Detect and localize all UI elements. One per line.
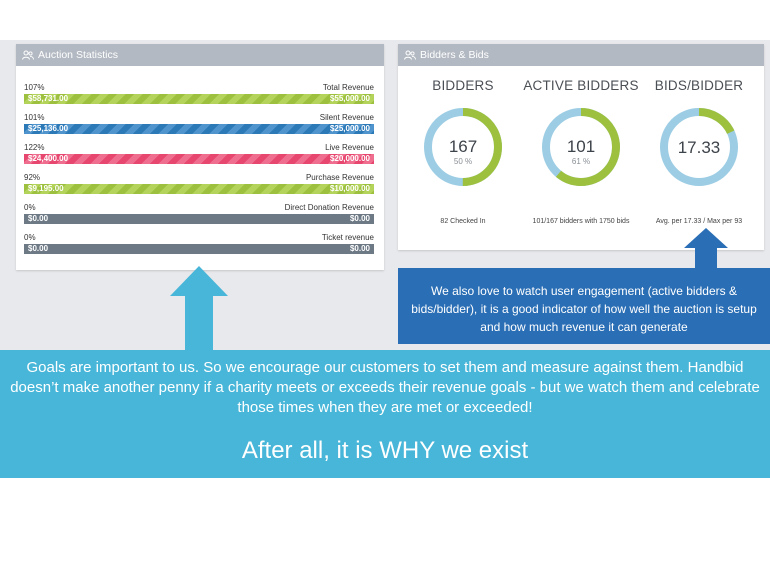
bidders-bids-header: Bidders & Bids (398, 44, 764, 66)
revenue-row-ticket: 0% Ticket revenue $0.00 $0.00 (24, 232, 374, 258)
metric-active-bidders: ACTIVE BIDDERS 101 61 % 101/167 bidders … (520, 66, 642, 250)
metric-footer: 82 Checked In (440, 218, 486, 225)
metric-value: 17.33 (678, 138, 721, 157)
donut-fill (424, 108, 502, 186)
revenue-progress-bar: $0.00 $0.00 (24, 244, 374, 254)
metric-footer: 101/167 bidders with 1750 bids (532, 218, 630, 225)
revenue-percent: 0% (24, 203, 36, 212)
revenue-percent: 107% (24, 83, 45, 92)
arrow-up-icon (170, 266, 228, 352)
goals-tagline: After all, it is WHY we exist (241, 437, 529, 464)
engagement-callout: We also love to watch user engagement (a… (398, 268, 770, 344)
revenue-label: Total Revenue (322, 83, 374, 92)
revenue-label: Silent Revenue (319, 113, 374, 122)
metric-title: BIDS/BIDDER (654, 78, 744, 93)
revenue-goal: $10,000.00 (329, 184, 370, 193)
revenue-progress-bar: $24,400.00 $20,000.00 (24, 154, 374, 164)
panel-title: Auction Statistics (38, 49, 118, 61)
donut-fill (542, 108, 620, 186)
metric-title: BIDDERS (432, 78, 494, 93)
revenue-goal: $55,000.00 (329, 94, 370, 103)
revenue-row-total: 107% Total Revenue $58,731.00 $55,000.00 (24, 82, 374, 108)
revenue-percent: 122% (24, 143, 45, 152)
revenue-label: Ticket revenue (321, 233, 374, 242)
metric-value: 167 (449, 137, 477, 156)
revenue-row-purchase: 92% Purchase Revenue $9,195.00 $10,000.00 (24, 172, 374, 198)
revenue-progress-bar: $9,195.00 $10,000.00 (24, 184, 374, 194)
goals-text: Goals are important to us. So we encoura… (10, 359, 760, 416)
metric-bidders: BIDDERS 167 50 % 82 Checked In (402, 66, 524, 250)
metric-percent: 61 % (572, 157, 590, 166)
active-bidders-donut: 101 61 % (542, 108, 620, 186)
revenue-percent: 101% (24, 113, 45, 122)
revenue-label: Direct Donation Revenue (284, 203, 374, 212)
revenue-row-live: 122% Live Revenue $24,400.00 $20,000.00 (24, 142, 374, 168)
metric-value: 101 (567, 137, 595, 156)
revenue-goal: $20,000.00 (329, 154, 370, 163)
revenue-row-donation: 0% Direct Donation Revenue $0.00 $0.00 (24, 202, 374, 228)
revenue-progress-bar: $0.00 $0.00 (24, 214, 374, 224)
metric-footer: Avg. per 17.33 / Max per 93 (655, 218, 743, 225)
revenue-raised: $0.00 (28, 244, 49, 253)
metric-bids-per-bidder: BIDS/BIDDER 17.33 Avg. per 17.33 / Max p… (638, 66, 760, 250)
revenue-raised: $9,195.00 (28, 184, 64, 193)
engagement-callout-text: We also love to watch user engagement (a… (411, 284, 757, 334)
revenue-percent: 92% (24, 173, 41, 182)
auction-statistics-panel: Auction Statistics 107% Total Revenue $58… (16, 44, 384, 270)
revenue-raised: $25,136.00 (28, 124, 69, 133)
panel-title: Bidders & Bids (420, 49, 489, 61)
revenue-raised: $58,731.00 (28, 94, 69, 103)
revenue-label: Purchase Revenue (305, 173, 374, 182)
revenue-row-silent: 101% Silent Revenue $25,136.00 $25,000.00 (24, 112, 374, 138)
bidders-bids-panel: Bidders & Bids BIDDERS 167 50 % 82 Check… (398, 44, 764, 250)
users-icon (22, 50, 34, 60)
revenue-goal: $0.00 (349, 214, 370, 223)
revenue-progress-bar: $25,136.00 $25,000.00 (24, 124, 374, 134)
users-icon (404, 50, 416, 60)
revenue-goal: $0.00 (349, 244, 370, 253)
bidders-donut: 167 50 % (424, 108, 502, 186)
donut-fill (660, 108, 738, 186)
goals-banner: Goals are important to us. So we encoura… (0, 350, 770, 478)
metric-title: ACTIVE BIDDERS (523, 78, 639, 93)
revenue-goal: $25,000.00 (329, 124, 370, 133)
auction-statistics-header: Auction Statistics (16, 44, 384, 66)
revenue-progress-bar: $58,731.00 $55,000.00 (24, 94, 374, 104)
revenue-raised: $24,400.00 (28, 154, 69, 163)
bids-per-bidder-donut: 17.33 (660, 108, 738, 186)
revenue-raised: $0.00 (28, 214, 49, 223)
metric-percent: 50 % (454, 157, 472, 166)
revenue-percent: 0% (24, 233, 36, 242)
arrow-up-icon (684, 228, 728, 270)
revenue-label: Live Revenue (325, 143, 374, 152)
